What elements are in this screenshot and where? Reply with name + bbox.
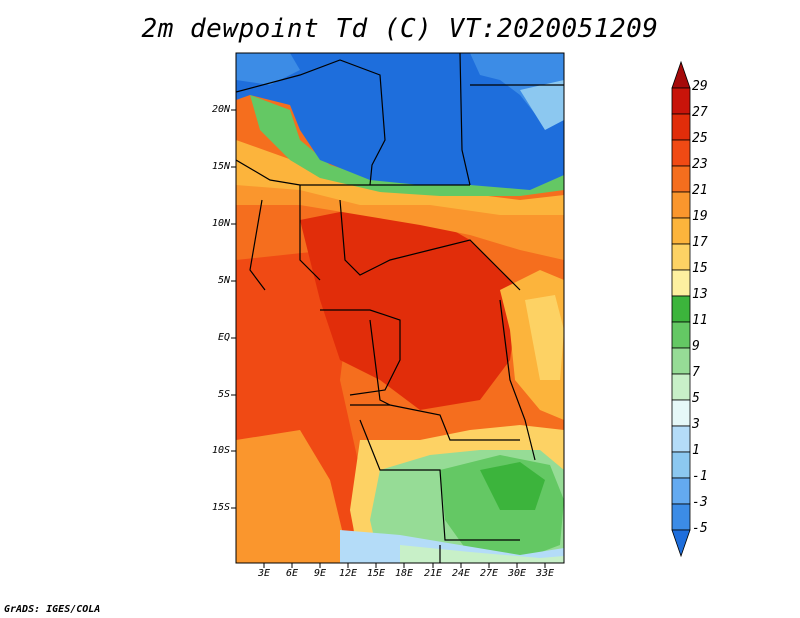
axis-ticks — [231, 109, 546, 568]
colorbar-label: 29 — [692, 79, 708, 94]
colorbar-label: 11 — [692, 313, 708, 328]
colorbar-top-arrow — [671, 60, 691, 89]
colorbar — [671, 60, 691, 558]
map-frame — [235, 52, 565, 564]
colorbar-label: 7 — [692, 365, 700, 380]
colorbar-label: 21 — [692, 183, 708, 198]
colorbar-label: 13 — [692, 287, 708, 302]
colorbar-label: -5 — [692, 521, 708, 536]
colorbar-label: 17 — [692, 235, 708, 250]
colorbar-label: -1 — [692, 469, 708, 484]
colorbar-label: 25 — [692, 131, 708, 146]
lat-label: 10S — [211, 445, 230, 456]
map-title: 2m dewpoint Td (C) VT:2020051209 — [141, 14, 659, 44]
lon-label: 15E — [366, 568, 386, 579]
lon-label: 6E — [285, 568, 299, 579]
lat-label: 15S — [211, 502, 230, 513]
dewpoint-field — [236, 53, 564, 563]
lon-label: 33E — [535, 568, 555, 579]
country-borders — [236, 53, 564, 563]
colorbar-label: 23 — [692, 157, 708, 172]
footer-credit: GrADS: IGES/COLA — [4, 604, 101, 615]
colorbar-label: 1 — [692, 443, 700, 458]
lon-label: 21E — [423, 568, 443, 579]
colorbar-label: 9 — [692, 339, 700, 354]
colorbar-label: 3 — [692, 417, 700, 432]
lon-label: 30E — [507, 568, 527, 579]
lat-label: 20N — [211, 104, 230, 115]
colorbar-label: -3 — [692, 495, 708, 510]
colorbar-label: 19 — [692, 209, 708, 224]
colorbar-label: 27 — [692, 105, 708, 120]
lon-label: 27E — [479, 568, 499, 579]
lat-label: 15N — [211, 161, 230, 172]
lon-label: 18E — [394, 568, 414, 579]
lon-label: 24E — [451, 568, 471, 579]
lat-label: 5N — [217, 275, 230, 286]
lon-label: 3E — [257, 568, 271, 579]
lat-label: 10N — [211, 218, 230, 229]
colorbar-label: 15 — [692, 261, 708, 276]
colorbar-label: 5 — [692, 391, 700, 406]
lat-label: 5S — [217, 389, 230, 400]
lat-label: EQ — [217, 332, 230, 343]
colorbar-bottom-arrow — [671, 529, 691, 558]
lon-label: 9E — [313, 568, 327, 579]
lon-label: 12E — [338, 568, 358, 579]
